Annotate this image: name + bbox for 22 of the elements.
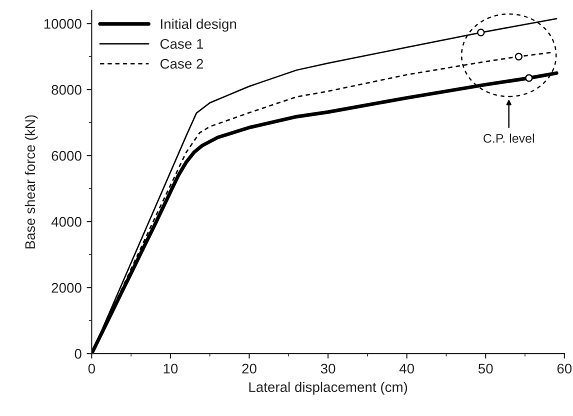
x-tick-label: 40 (399, 364, 414, 374)
y-tick-label: 6000 (52, 150, 82, 161)
x-tick-label: 10 (164, 364, 178, 374)
y-tick-label: 0 (74, 348, 82, 359)
x-tick-label: 20 (242, 364, 256, 374)
y-tick-label: 4000 (51, 216, 82, 227)
x-tick-label: 0 (88, 364, 95, 374)
x-tick-label: 30 (320, 364, 336, 374)
annotation: C.P. level (484, 134, 534, 143)
legend-label: Case 1 (160, 38, 204, 49)
x-tick-label: 60 (557, 364, 572, 374)
point (477, 28, 485, 36)
y-tick-label: 2000 (52, 282, 82, 293)
y-tick-label: 10000 (44, 18, 82, 29)
point (514, 52, 523, 60)
x-tick-label: 50 (478, 364, 493, 374)
x-axis-title: Lateral displacement (cm) (249, 382, 408, 395)
legend-label: Case 2 (160, 58, 204, 69)
legend-label: Initial design (161, 18, 236, 32)
point (525, 74, 533, 82)
y-axis-title: Base shear force (kN) (24, 115, 38, 248)
y-tick-label: 8000 (52, 84, 82, 95)
